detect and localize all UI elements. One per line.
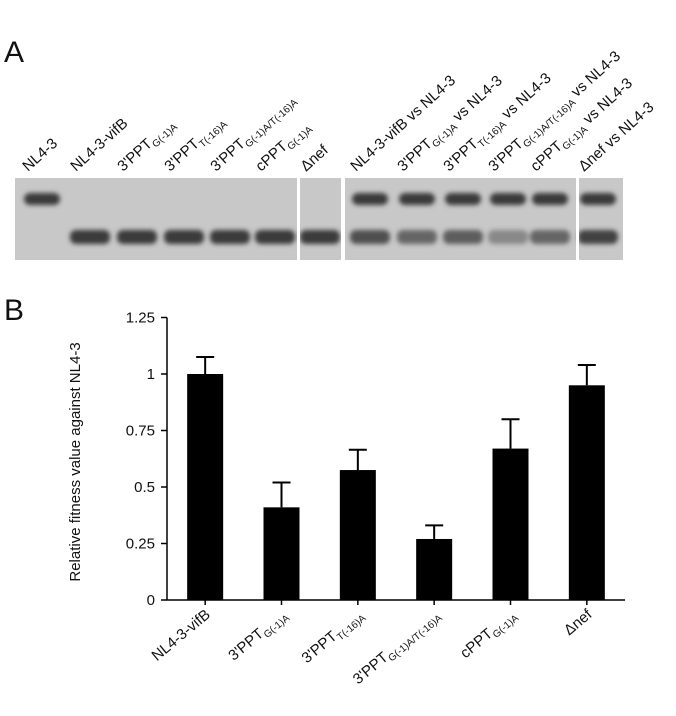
gel-separator	[576, 178, 579, 260]
x-tick-label-part: 3'PPT	[350, 649, 392, 688]
x-tick-label-part: G(-1)A/T(-16)A	[387, 613, 445, 664]
bar	[263, 507, 300, 600]
lane-label-part: vs NL4-3	[496, 70, 555, 126]
gel-separator	[341, 178, 345, 260]
x-tick-label: Δnef	[561, 606, 596, 639]
band	[117, 230, 157, 244]
lane-label-part: G(-1)A	[150, 122, 180, 150]
y-tick-label: 0.5	[134, 479, 155, 496]
band	[532, 193, 568, 205]
x-tick-label-part: G(-1)A	[491, 613, 521, 641]
bar	[568, 385, 605, 600]
band	[210, 230, 250, 244]
x-tick-label-part: 3'PPT	[225, 625, 267, 664]
y-tick-label: 0.75	[126, 423, 155, 440]
gel-bands	[24, 193, 618, 244]
gel-separator	[297, 178, 300, 260]
y-tick-label: 0.25	[126, 536, 155, 553]
bar	[339, 470, 376, 600]
band	[530, 230, 570, 244]
lane-label: Δnef	[297, 141, 332, 175]
band	[350, 230, 390, 244]
band	[24, 193, 60, 205]
x-tick-label-part: cPPT	[457, 625, 496, 662]
band	[490, 193, 526, 205]
x-tick-label-part: NL4-3-vifB	[149, 606, 214, 665]
band	[352, 193, 388, 205]
lane-label-part: G(-1)A	[286, 124, 316, 152]
x-tick-label-part: Δnef	[561, 606, 596, 639]
x-tick-label: 3'PPTG(-1)A	[225, 606, 292, 667]
y-tick-label: 1	[147, 366, 155, 383]
band	[397, 230, 437, 244]
panel-label: B	[4, 294, 24, 327]
band	[255, 230, 295, 244]
panel-label: A	[4, 36, 24, 69]
x-tick-label: cPPTG(-1)A	[457, 606, 521, 664]
lane-label-part: NL4-3	[19, 135, 61, 175]
band	[445, 193, 481, 205]
band	[164, 230, 204, 244]
band	[70, 230, 110, 244]
lane-label-part: Δnef	[297, 141, 332, 175]
x-tick-label: NL4-3-vifB	[149, 606, 214, 665]
band	[399, 193, 435, 205]
x-tick-label-part: G(-1)A	[262, 613, 292, 641]
lane-label-part: 3'PPT	[394, 135, 435, 175]
gel	[15, 178, 623, 260]
band	[580, 193, 616, 205]
band	[578, 230, 618, 244]
y-axis-label: Relative fitness value against NL4-3	[67, 342, 84, 581]
bar	[492, 448, 529, 600]
y-tick-label: 0	[147, 592, 155, 609]
lane-label: NL4-3	[19, 135, 61, 175]
y-tick-label: 1.25	[126, 310, 155, 327]
band	[300, 230, 340, 244]
band	[488, 230, 528, 244]
x-tick-label-part: T(-16)A	[335, 613, 368, 643]
bar	[416, 538, 453, 600]
lane-label-part: 3'PPT	[114, 135, 155, 175]
x-tick-label: 3'PPTT(-16)A	[299, 606, 369, 669]
bar	[187, 374, 224, 600]
lane-label-part: vs NL4-3	[447, 72, 506, 128]
x-tick-label-part: 3'PPT	[299, 628, 341, 667]
band	[443, 230, 483, 244]
